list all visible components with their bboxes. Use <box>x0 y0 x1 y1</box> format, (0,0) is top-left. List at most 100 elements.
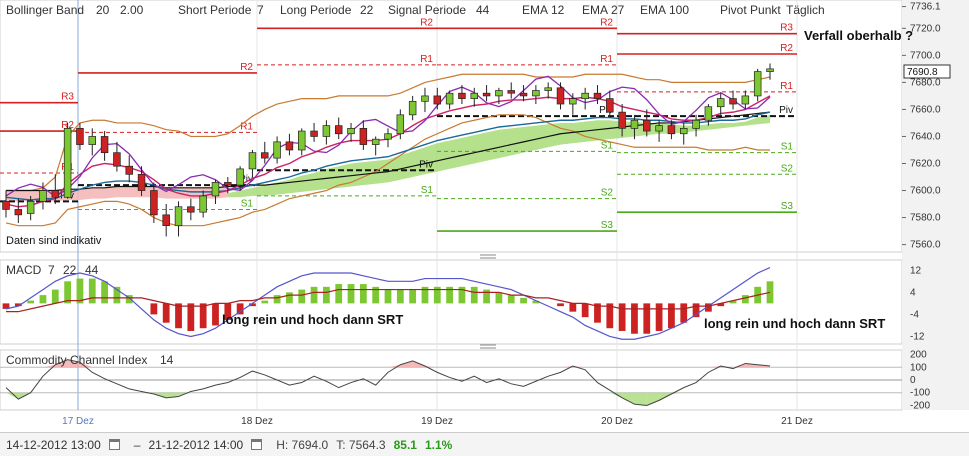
y-tick-label: 7720.0 <box>910 23 941 34</box>
macd-bar <box>606 303 614 329</box>
candle-body <box>285 141 294 151</box>
macd-bar <box>310 286 318 304</box>
candle-body <box>643 119 651 132</box>
macd-p2: 22 <box>63 263 77 277</box>
y-tick-label: 7580.0 <box>910 213 941 224</box>
pivot-label-r2: R2 <box>780 43 793 54</box>
y-tick-label: 7700.0 <box>910 50 941 61</box>
macd-bar <box>594 303 601 323</box>
y-tick-label: 7680.0 <box>910 77 941 88</box>
candle-body <box>51 190 60 198</box>
pivot-label-s2: S2 <box>601 188 614 199</box>
cci-overbought-area <box>424 366 438 368</box>
candle-body <box>162 214 170 227</box>
candle-body <box>310 130 318 137</box>
candle-body <box>125 165 133 175</box>
pivot-label-r1: R1 <box>600 54 613 65</box>
macd-bar <box>668 303 675 329</box>
pivot-label-s3: S3 <box>781 201 794 212</box>
x-tick-label: 21 Dez <box>781 416 813 427</box>
legend-pivot: Pivot Punkt <box>720 3 781 17</box>
macd-bar <box>261 300 269 304</box>
macd-bar <box>557 303 564 307</box>
macd-bar <box>236 303 244 315</box>
candle-body <box>519 92 528 97</box>
x-tick-label: 19 Dez <box>421 416 453 427</box>
macd-bar <box>409 289 417 304</box>
candle-body <box>618 111 626 129</box>
macd-bar <box>520 297 527 304</box>
macd-bar <box>421 286 429 304</box>
candle-body <box>248 152 257 170</box>
cci-tick-label: 100 <box>910 362 927 373</box>
candle-body <box>716 98 725 108</box>
candle-body <box>766 68 774 72</box>
candle-body <box>298 130 306 151</box>
cci-tick-label: 0 <box>910 375 916 386</box>
y-tick-label: 7620.0 <box>910 158 941 169</box>
y-tick-label: 7736.1 <box>910 2 941 13</box>
annotation-long-1: long rein und hoch dann SRT <box>222 312 403 327</box>
cci-tick-label: 200 <box>910 350 927 361</box>
macd-bar <box>643 303 651 334</box>
macd-bar <box>125 295 133 304</box>
status-low: T: 7564.3 <box>336 437 386 452</box>
cci-overbought-area <box>560 366 573 368</box>
annotation-daten: Daten sind indikativ <box>6 235 102 247</box>
candle-body <box>384 133 392 140</box>
cci-oversold-area <box>622 392 635 405</box>
legend-ema3-val: 100 <box>669 3 689 17</box>
day-separators <box>77 0 798 410</box>
cci-label: Commodity Channel Index <box>6 353 147 367</box>
macd-bar <box>729 300 737 304</box>
candle-body <box>458 92 466 99</box>
pivot-label-piv: Piv <box>599 105 613 116</box>
price-axis-panel <box>902 0 969 410</box>
cci-overbought-area <box>67 359 80 368</box>
macd-bar <box>298 289 306 304</box>
pivot-label-r2: R2 <box>240 62 253 73</box>
calendar-icon[interactable] <box>108 439 120 450</box>
macd-bar <box>51 289 59 304</box>
pivot-label-r2: R2 <box>420 17 433 28</box>
calendar-icon[interactable] <box>251 439 263 450</box>
time-axis: 17 Dez 18 Dez 19 Dez 20 Dez 21 Dez <box>62 416 813 427</box>
macd-bar <box>39 295 47 304</box>
status-bar: 14-12-2012 13:00 – 21-12-2012 14:00 H: 7… <box>0 432 969 456</box>
macd-bar <box>249 303 256 307</box>
status-change-pct: 1.1% <box>424 437 453 452</box>
macd-bar <box>224 303 232 320</box>
candle-body <box>470 92 478 99</box>
macd-plot: 12 4 -4 -12 <box>2 265 925 342</box>
pivot-label-r3: R3 <box>61 92 74 103</box>
legend-bollinger-p1: 20 <box>96 3 110 17</box>
cci-overbought-area <box>42 364 56 368</box>
candle-body <box>100 136 109 154</box>
pivot-label-r1: R1 <box>420 54 433 65</box>
panel-splitter-2[interactable] <box>480 344 496 349</box>
current-price: 7690.8 <box>907 67 938 78</box>
legend-ema3: EMA <box>640 3 666 17</box>
cci-oversold-area <box>671 392 684 394</box>
candle-body <box>593 92 602 99</box>
bollinger-upper-line <box>6 73 771 192</box>
y-tick-label: 7660.0 <box>910 104 941 115</box>
macd-bar <box>446 286 454 304</box>
macd-p1: 7 <box>48 263 55 277</box>
macd-bar <box>396 289 404 304</box>
signal-line <box>6 288 771 313</box>
candle-body <box>396 114 405 135</box>
macd-bar <box>483 289 490 304</box>
candle-body <box>236 168 244 186</box>
pivot-label-r3: R3 <box>780 23 793 34</box>
macd-bar <box>372 286 380 304</box>
x-tick-label: 18 Dez <box>241 416 273 427</box>
candle-body <box>174 206 183 227</box>
candlesticks <box>2 63 774 237</box>
pivot-label-s1: S1 <box>421 185 434 196</box>
macd-label: MACD <box>6 263 42 277</box>
macd-tick-label: -4 <box>910 309 919 320</box>
panel-splitter-1[interactable] <box>480 254 496 259</box>
